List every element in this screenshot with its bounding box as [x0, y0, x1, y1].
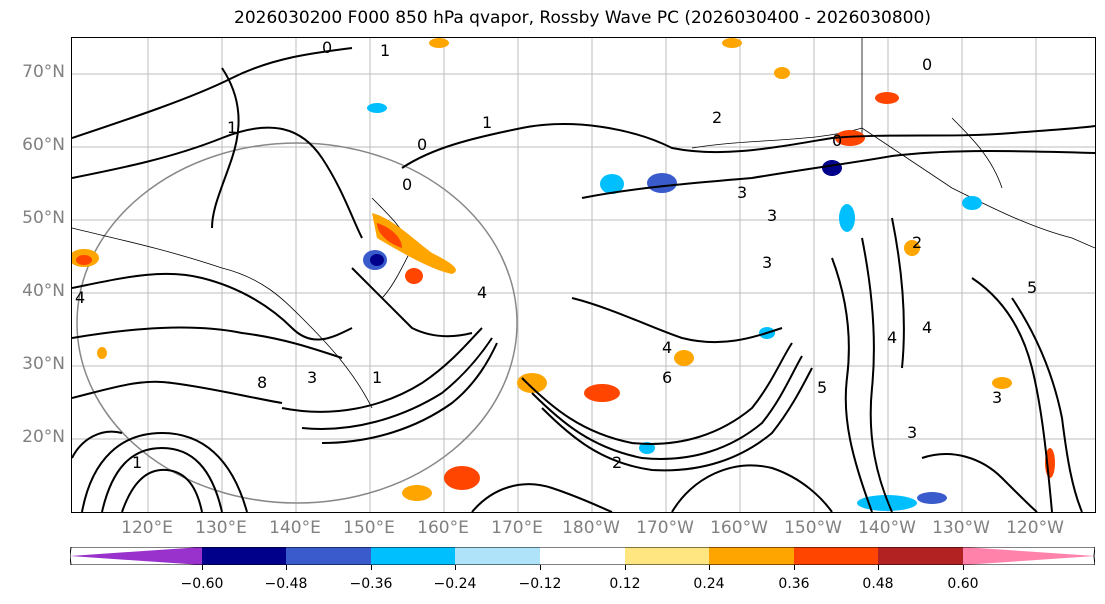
lat-label-60n: 60°N [22, 135, 65, 155]
colorbar-tick-label: 0.36 [778, 576, 810, 592]
contour-label: 0 [922, 55, 932, 74]
colorbar-tick-label: −0.60 [180, 576, 224, 592]
colorbar-tick-label: −0.24 [433, 576, 477, 592]
contour-label: 4 [887, 328, 897, 347]
region-circle [76, 142, 518, 504]
colorbar-outline [70, 547, 1095, 565]
colorbar-tick-label: −0.12 [518, 576, 562, 592]
lon-label-170w: 170°W [636, 518, 694, 538]
contour-label: 4 [477, 283, 487, 302]
coastlines [72, 38, 1095, 409]
colorbar-segment [878, 547, 963, 565]
colorbar-tick-mark [202, 565, 203, 570]
colorbar [70, 547, 1095, 565]
contour-label: 5 [817, 378, 827, 397]
colorbar-tick-label: 0.12 [609, 576, 641, 592]
contour-label: 1 [227, 118, 237, 137]
colorbar-tick-mark [794, 565, 795, 570]
colorbar-tick-label: −0.48 [264, 576, 308, 592]
lon-label-140e: 140°E [269, 518, 321, 538]
qvapor-shading [72, 38, 1055, 511]
lon-label-120e: 120°E [121, 518, 173, 538]
contour-label: 1 [482, 113, 492, 132]
lat-label-40n: 40°N [22, 281, 65, 301]
map-canvas: 0 1 0 1 0 0 1 2 0 3 3 2 3 4 4 4 1 3 6 5 … [72, 38, 1095, 512]
colorbar-segment [202, 547, 286, 565]
wave-contours [72, 47, 1095, 512]
map-panel[interactable]: 0 1 0 1 0 0 1 2 0 3 3 2 3 4 4 4 1 3 6 5 … [71, 37, 1096, 513]
lat-label-20n: 20°N [22, 427, 65, 447]
contour-label: 8 [257, 373, 267, 392]
contour-label: 6 [662, 368, 672, 387]
colorbar-tick-label: −0.36 [349, 576, 393, 592]
lon-label-120w: 120°W [1006, 518, 1064, 538]
lon-label-170e: 170°E [491, 518, 543, 538]
contour-label: 3 [737, 183, 747, 202]
map-title: 2026030200 F000 850 hPa qvapor, Rossby W… [234, 8, 931, 28]
colorbar-tick-mark [963, 565, 964, 570]
contour-label: 2 [712, 108, 722, 127]
lon-label-150w: 150°W [784, 518, 842, 538]
contour-label: 0 [417, 135, 427, 154]
colorbar-tick-mark [371, 565, 372, 570]
colorbar-segment [286, 547, 371, 565]
contour-label: 1 [132, 453, 142, 472]
colorbar-segments [70, 547, 1095, 565]
contour-label-group: 0 1 0 1 0 0 1 2 0 3 3 2 3 4 4 4 1 3 6 5 … [75, 38, 1037, 472]
lon-label-180w: 180°W [562, 518, 620, 538]
colorbar-tick-mark [709, 565, 710, 570]
contour-label: 5 [1027, 278, 1037, 297]
contour-label: 2 [912, 233, 922, 252]
colorbar-segment [455, 547, 540, 565]
colorbar-segment [963, 547, 1095, 565]
contour-label: 4 [75, 288, 85, 307]
contour-label: 3 [307, 368, 317, 387]
colorbar-segment [540, 547, 625, 565]
contour-label: 3 [907, 423, 917, 442]
colorbar-segment [371, 547, 455, 565]
contour-label: 3 [767, 206, 777, 225]
colorbar-segment [709, 547, 794, 565]
contour-label: 1 [372, 368, 382, 387]
lon-label-130e: 130°E [195, 518, 247, 538]
lon-label-160w: 160°W [710, 518, 768, 538]
colorbar-segment [794, 547, 878, 565]
contour-label: 2 [612, 453, 622, 472]
contour-label: 3 [762, 253, 772, 272]
colorbar-tick-label: 0.48 [862, 576, 894, 592]
colorbar-tick-label: 0.60 [947, 576, 979, 592]
contour-label: 1 [380, 41, 390, 60]
colorbar-tick-mark [625, 565, 626, 570]
colorbar-tick-label: 0.24 [693, 576, 725, 592]
colorbar-segment [625, 547, 709, 565]
contour-label: 4 [922, 318, 932, 337]
contour-label: 0 [322, 38, 332, 57]
colorbar-segment [70, 547, 202, 565]
colorbar-tick-mark [455, 565, 456, 570]
lon-label-130w: 130°W [932, 518, 990, 538]
contour-label: 0 [832, 131, 842, 150]
lat-label-70n: 70°N [22, 62, 65, 82]
colorbar-tick-mark [540, 565, 541, 570]
colorbar-tick-mark [286, 565, 287, 570]
lat-label-50n: 50°N [22, 208, 65, 228]
lon-label-150e: 150°E [343, 518, 395, 538]
lon-label-140w: 140°W [858, 518, 916, 538]
contour-label: 0 [402, 175, 412, 194]
lon-label-160e: 160°E [417, 518, 469, 538]
graticule [72, 38, 1095, 512]
contour-label: 4 [662, 338, 672, 357]
contour-label: 3 [992, 388, 1002, 407]
lat-label-30n: 30°N [22, 354, 65, 374]
colorbar-tick-mark [878, 565, 879, 570]
